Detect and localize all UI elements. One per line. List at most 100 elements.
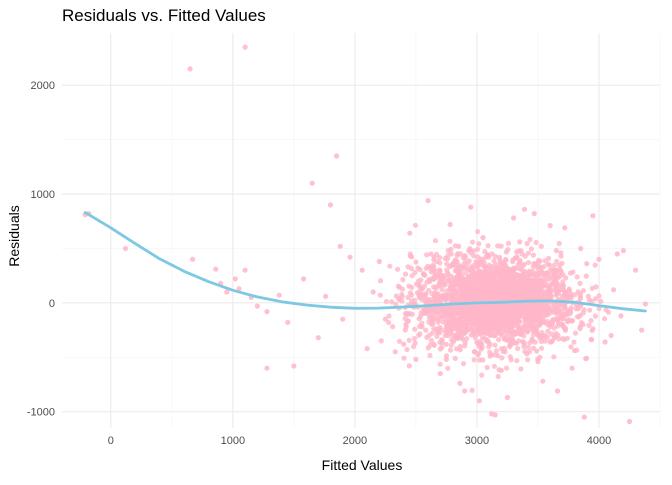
- data-point: [430, 314, 436, 320]
- data-point: [465, 315, 471, 321]
- data-point: [426, 277, 432, 283]
- data-point: [611, 287, 617, 293]
- data-point: [489, 251, 495, 257]
- data-point: [593, 284, 599, 290]
- data-point: [519, 272, 525, 278]
- data-point: [550, 268, 556, 274]
- data-point: [427, 352, 433, 359]
- data-point: [437, 283, 443, 289]
- data-point: [437, 254, 443, 261]
- data-point: [542, 283, 548, 289]
- x-tick-label: 0: [108, 435, 114, 447]
- data-point: [535, 359, 541, 365]
- data-point: [475, 229, 481, 235]
- data-point: [396, 338, 403, 344]
- data-point: [480, 284, 486, 290]
- data-point: [592, 262, 598, 268]
- data-point: [405, 264, 411, 270]
- data-point: [593, 296, 599, 302]
- data-point: [489, 274, 495, 280]
- data-point: [583, 273, 589, 279]
- data-point: [639, 327, 645, 333]
- data-point: [491, 258, 497, 264]
- data-point: [548, 331, 554, 337]
- data-point: [426, 332, 432, 338]
- data-point: [477, 339, 483, 345]
- data-point: [469, 306, 475, 312]
- data-point: [501, 335, 507, 342]
- data-point: [573, 306, 579, 312]
- data-point: [473, 312, 479, 318]
- data-point: [472, 330, 478, 336]
- data-point: [431, 276, 437, 282]
- data-point: [517, 239, 523, 245]
- data-point: [482, 336, 488, 342]
- data-point: [598, 298, 604, 304]
- y-axis-title: Residuals: [6, 205, 22, 266]
- data-point: [439, 314, 445, 320]
- data-point: [492, 319, 498, 325]
- data-point: [401, 355, 407, 361]
- data-point: [417, 331, 423, 337]
- data-point: [482, 319, 488, 325]
- data-point: [559, 316, 565, 322]
- data-point: [498, 243, 504, 249]
- data-point: [522, 316, 528, 323]
- data-point: [445, 365, 451, 371]
- data-point: [473, 271, 479, 277]
- data-point: [538, 268, 544, 274]
- data-point: [522, 320, 528, 326]
- data-point: [457, 263, 463, 269]
- data-point: [510, 329, 516, 335]
- data-point: [499, 272, 505, 278]
- data-point: [423, 291, 429, 297]
- data-point: [497, 257, 503, 263]
- data-point: [618, 313, 624, 319]
- data-point: [404, 310, 410, 316]
- data-point: [416, 283, 422, 289]
- data-point: [553, 330, 559, 337]
- data-point: [540, 378, 546, 384]
- data-point: [485, 287, 491, 293]
- data-point: [495, 373, 501, 380]
- data-point: [534, 316, 540, 322]
- data-point: [551, 354, 557, 360]
- data-point: [378, 338, 384, 344]
- data-point: [531, 211, 537, 217]
- data-point: [479, 261, 485, 267]
- data-point: [460, 361, 467, 367]
- data-point: [469, 280, 476, 286]
- data-point: [448, 319, 454, 325]
- data-point: [525, 344, 531, 350]
- data-point: [327, 202, 334, 208]
- data-point: [477, 357, 483, 363]
- data-point: [541, 290, 547, 296]
- data-point: [462, 343, 468, 349]
- data-point: [424, 252, 430, 258]
- data-point: [484, 329, 490, 335]
- data-point: [536, 304, 542, 310]
- data-point: [405, 318, 411, 324]
- data-point: [535, 260, 541, 266]
- data-point: [567, 311, 573, 317]
- data-point: [476, 241, 482, 247]
- data-point: [383, 298, 389, 305]
- data-point: [527, 271, 533, 277]
- x-axis-title: Fitted Values: [322, 457, 403, 473]
- data-point: [462, 388, 468, 394]
- data-point: [514, 265, 520, 271]
- data-point: [596, 305, 602, 312]
- data-point: [561, 283, 567, 289]
- data-point: [513, 307, 519, 313]
- data-point: [424, 311, 430, 317]
- data-point: [492, 352, 498, 358]
- data-point: [535, 287, 541, 293]
- data-point: [457, 343, 463, 350]
- data-point: [510, 215, 517, 221]
- data-point: [485, 252, 491, 259]
- y-tick-label: -1000: [27, 407, 55, 419]
- data-point: [472, 335, 478, 341]
- data-point: [479, 344, 485, 350]
- data-point: [486, 281, 492, 287]
- data-point: [479, 304, 485, 310]
